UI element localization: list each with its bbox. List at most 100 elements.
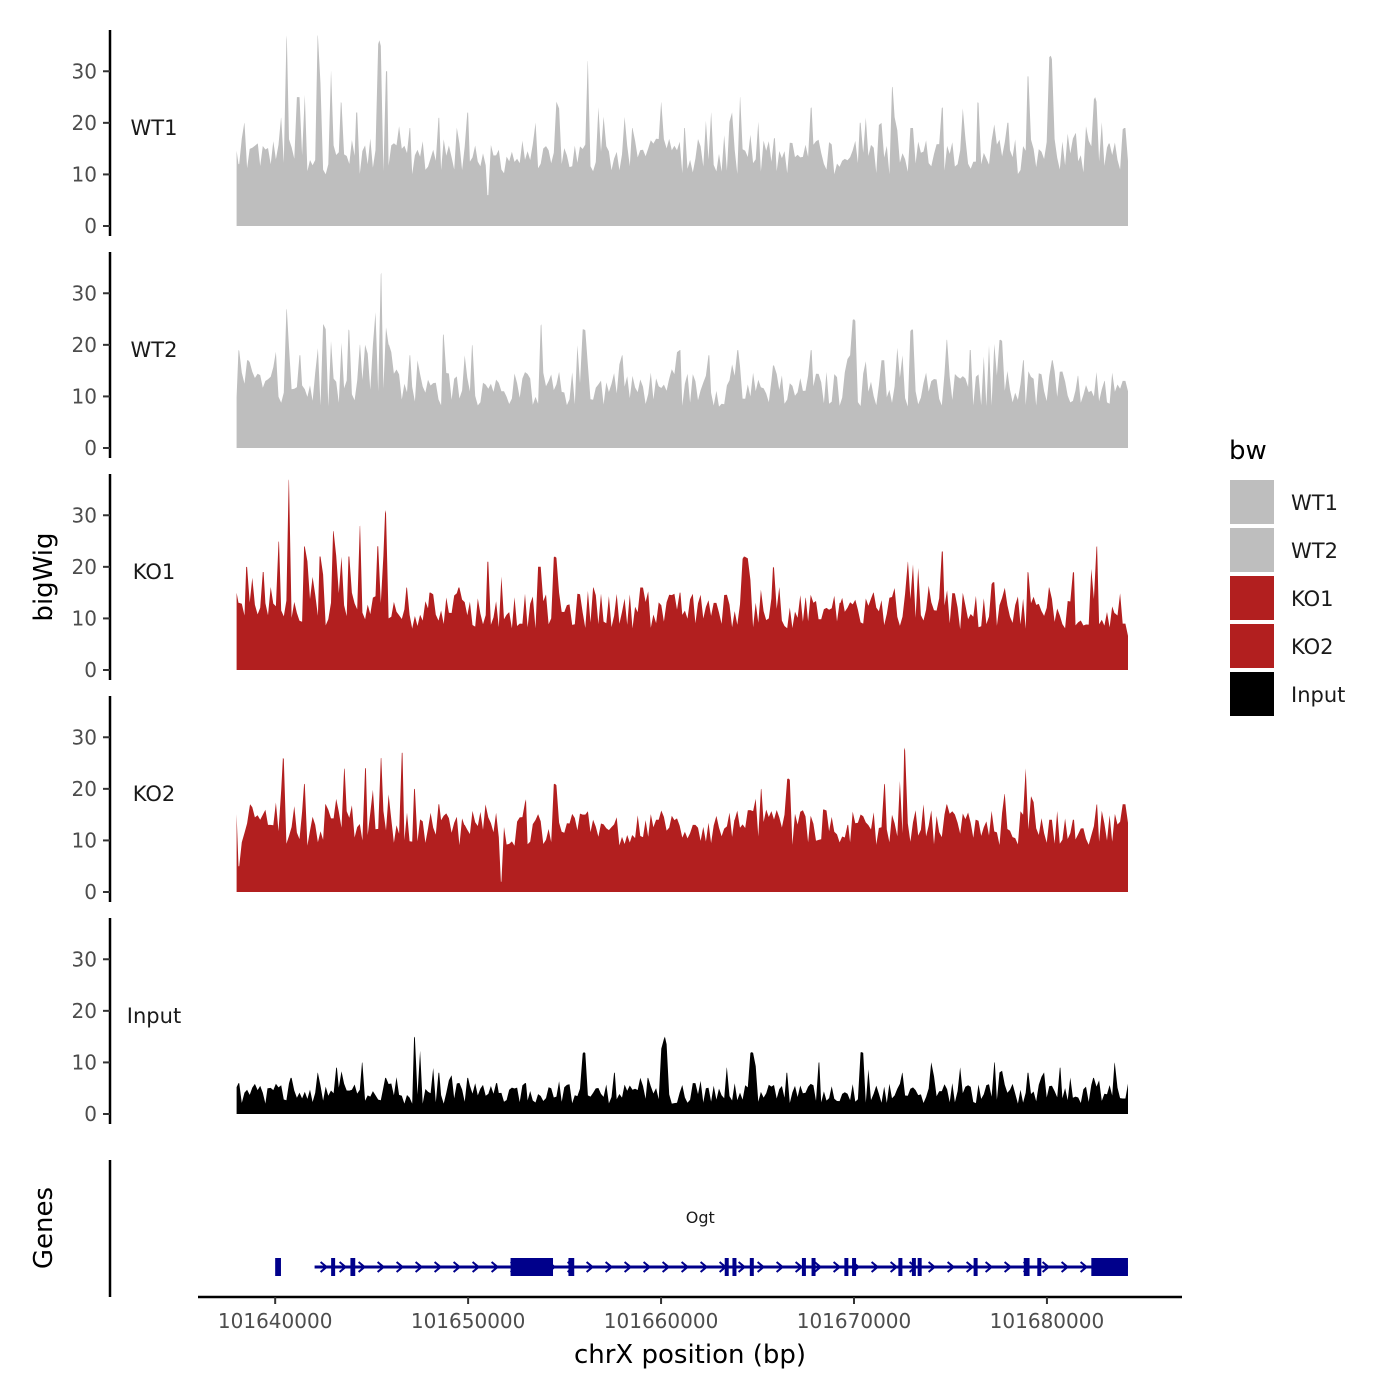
strand-arrow <box>1041 1261 1051 1273</box>
gene-exon <box>1037 1258 1042 1276</box>
strand-arrow <box>471 1261 481 1273</box>
y-tick-label: 30 <box>72 725 97 749</box>
x-axis-title: chrX position (bp) <box>574 1340 806 1370</box>
strand-arrow <box>661 1261 671 1273</box>
gene-exon <box>331 1258 336 1276</box>
tracks-area: 0 10 20 30 WT1 0 10 20 30 WT2 0 10 20 30 KO1 0 10 20 30 KO2… <box>72 30 1129 1126</box>
gene-exon <box>973 1258 978 1276</box>
strand-arrow <box>927 1261 937 1273</box>
strand-arrow <box>1003 1261 1013 1273</box>
y-tick-label: 20 <box>72 999 97 1023</box>
legend-key-wt2 <box>1230 528 1274 572</box>
strand-arrow <box>699 1261 709 1273</box>
legend-label-ko2: KO2 <box>1291 635 1334 659</box>
gene-exon <box>801 1258 806 1276</box>
strand-arrow <box>737 1261 747 1273</box>
strand-arrow <box>604 1261 614 1273</box>
strand-arrow <box>1060 1261 1070 1273</box>
y-tick-label: 20 <box>72 777 97 801</box>
y-tick-label: 30 <box>72 59 97 83</box>
track-label: Input <box>127 1004 181 1028</box>
strand-arrow <box>946 1261 956 1273</box>
gene-exon <box>732 1258 737 1276</box>
gene-ogt: Ogt <box>275 1208 1128 1276</box>
gene-exon <box>811 1258 816 1276</box>
strand-arrow <box>965 1261 975 1273</box>
strand-arrow <box>338 1261 348 1273</box>
gene-exon <box>749 1258 754 1276</box>
x-axis: 101640000 101650000 101660000 101670000 1016… <box>198 1295 1182 1333</box>
y-tick-label: 10 <box>72 606 97 630</box>
strand-arrow <box>395 1261 405 1273</box>
y-tick-label: 10 <box>72 384 97 408</box>
y-tick-label: 10 <box>72 1050 97 1074</box>
gene-exon <box>510 1258 554 1276</box>
strand-arrow <box>357 1261 367 1273</box>
strand-arrow <box>319 1261 329 1273</box>
y-tick-label: 10 <box>72 162 97 186</box>
signal-area-wt2 <box>236 272 1129 448</box>
strand-arrow <box>452 1261 462 1273</box>
strand-arrow <box>490 1261 500 1273</box>
strand-arrow <box>1079 1261 1089 1273</box>
strand-arrow <box>414 1261 424 1273</box>
strand-arrow <box>984 1261 994 1273</box>
track-label: WT2 <box>131 338 178 362</box>
legend-key-wt1 <box>1230 480 1274 524</box>
legend-key-input <box>1230 672 1274 716</box>
track-wt2: 0 10 20 30 WT2 <box>72 252 1129 460</box>
x-tick-label: 101680000 <box>990 1309 1105 1333</box>
y-tick-label: 0 <box>84 880 97 904</box>
track-ko2: 0 10 20 30 KO2 <box>72 696 1129 904</box>
strand-arrow <box>376 1261 386 1273</box>
strand-arrow <box>832 1261 842 1273</box>
y-tick-label: 10 <box>72 828 97 852</box>
y-tick-label: 0 <box>84 658 97 682</box>
gene-exon <box>275 1258 281 1276</box>
strand-arrow <box>623 1261 633 1273</box>
gene-track: Ogt <box>108 1160 1128 1297</box>
gene-exon <box>844 1258 849 1276</box>
signal-area-ko1 <box>236 479 1129 670</box>
y-tick-label: 30 <box>72 503 97 527</box>
strand-arrow <box>775 1261 785 1273</box>
track-label: WT1 <box>131 116 178 140</box>
gene-exon <box>1023 1258 1030 1276</box>
strand-arrow <box>756 1261 766 1273</box>
strand-arrow <box>813 1261 823 1273</box>
legend-key-ko1 <box>1230 576 1274 620</box>
legend-title: bw <box>1229 436 1267 466</box>
x-tick-label: 101640000 <box>218 1309 333 1333</box>
strand-arrow <box>433 1261 443 1273</box>
y-tick-label: 20 <box>72 555 97 579</box>
track-label: KO1 <box>133 560 176 584</box>
track-input: 0 10 20 30 Input <box>72 918 1129 1126</box>
gene-exon <box>568 1258 575 1276</box>
legend-label-input: Input <box>1291 683 1345 707</box>
legend: bw WT1 WT2 KO1 KO2 Input <box>1229 436 1345 716</box>
strand-arrow <box>585 1261 595 1273</box>
y-tick-label: 0 <box>84 1102 97 1126</box>
y-tick-label: 20 <box>72 333 97 357</box>
legend-label-wt1: WT1 <box>1291 491 1338 515</box>
gene-label: Ogt <box>686 1208 715 1227</box>
legend-label-wt2: WT2 <box>1291 539 1338 563</box>
x-tick-label: 101670000 <box>797 1309 912 1333</box>
y-tick-label: 20 <box>72 111 97 135</box>
strand-arrow <box>889 1261 899 1273</box>
y-tick-label: 30 <box>72 947 97 971</box>
gene-exon <box>852 1258 857 1276</box>
gene-exon <box>724 1258 729 1276</box>
gene-exon <box>898 1258 903 1276</box>
y-tick-label: 30 <box>72 281 97 305</box>
track-label: KO2 <box>133 782 176 806</box>
legend-key-ko2 <box>1230 624 1274 668</box>
y-tick-label: 0 <box>84 214 97 238</box>
strand-arrow <box>870 1261 880 1273</box>
y-axis-title: bigWig <box>29 532 59 621</box>
gene-exon <box>1091 1258 1128 1276</box>
track-ko1: 0 10 20 30 KO1 <box>72 474 1129 682</box>
x-tick-label: 101660000 <box>604 1309 719 1333</box>
strand-arrow <box>642 1261 652 1273</box>
